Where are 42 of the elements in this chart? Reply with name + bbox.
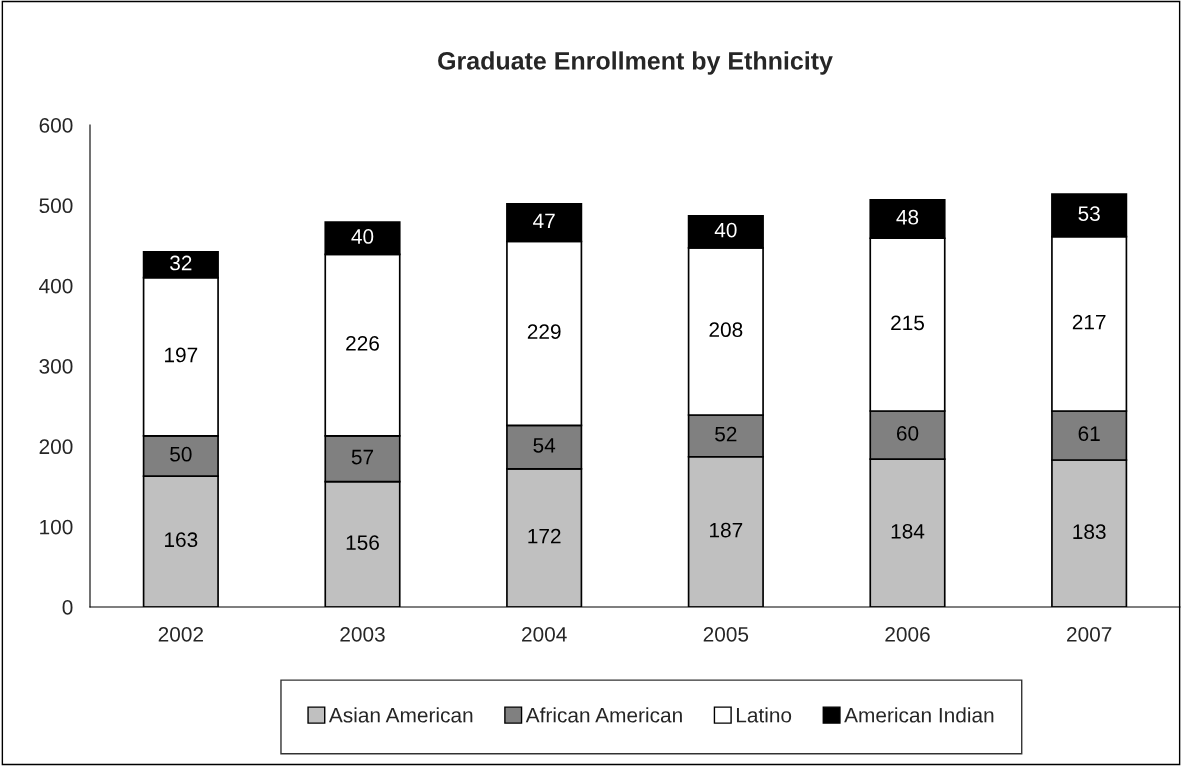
data-label: 54 <box>533 438 556 453</box>
data-label: 48 <box>896 209 919 225</box>
data-label: 184 <box>891 523 925 539</box>
data-label: 50 <box>170 446 192 462</box>
data-label: 53 <box>1078 206 1100 221</box>
y-tick-label: 300 <box>39 359 73 374</box>
data-label: 172 <box>528 528 561 544</box>
data-label: 208 <box>709 322 743 338</box>
y-tick-label: 100 <box>40 519 73 535</box>
x-tick-label: 2004 <box>522 626 567 642</box>
x-tick-label: 2007 <box>1067 626 1112 642</box>
y-tick-label: 200 <box>39 439 73 455</box>
data-label: 32 <box>170 255 192 271</box>
data-label: 47 <box>533 213 555 228</box>
data-label: 215 <box>891 315 925 331</box>
data-label: 187 <box>710 522 743 538</box>
data-label: 57 <box>351 449 374 465</box>
data-label: 197 <box>165 347 198 363</box>
data-label: 163 <box>165 532 198 548</box>
data-label: 40 <box>714 222 737 238</box>
legend-label: African American <box>525 707 682 723</box>
legend-label: Latino <box>736 707 792 723</box>
y-tick-label: 400 <box>39 278 73 294</box>
data-label: 40 <box>351 229 374 244</box>
data-label: 217 <box>1072 314 1106 330</box>
data-label: 52 <box>715 426 737 442</box>
y-tick-label: 600 <box>39 118 73 133</box>
legend-label: Asian American <box>328 707 473 723</box>
x-tick-label: 2005 <box>703 626 749 642</box>
x-tick-label: 2006 <box>885 626 930 642</box>
data-label: 156 <box>346 535 379 550</box>
data-label: 60 <box>896 425 919 441</box>
x-tick-label: 2002 <box>158 626 203 642</box>
data-label: 226 <box>346 335 379 351</box>
chart-title: Graduate Enrollment by Ethnicity <box>438 51 833 75</box>
data-label: 229 <box>527 324 561 340</box>
data-label: 183 <box>1073 524 1106 540</box>
data-label: 61 <box>1078 426 1100 442</box>
x-tick-label: 2003 <box>340 626 385 642</box>
y-tick-label: 0 <box>62 600 73 615</box>
y-tick-label: 500 <box>39 198 73 214</box>
legend-label: American Indian <box>844 707 994 723</box>
